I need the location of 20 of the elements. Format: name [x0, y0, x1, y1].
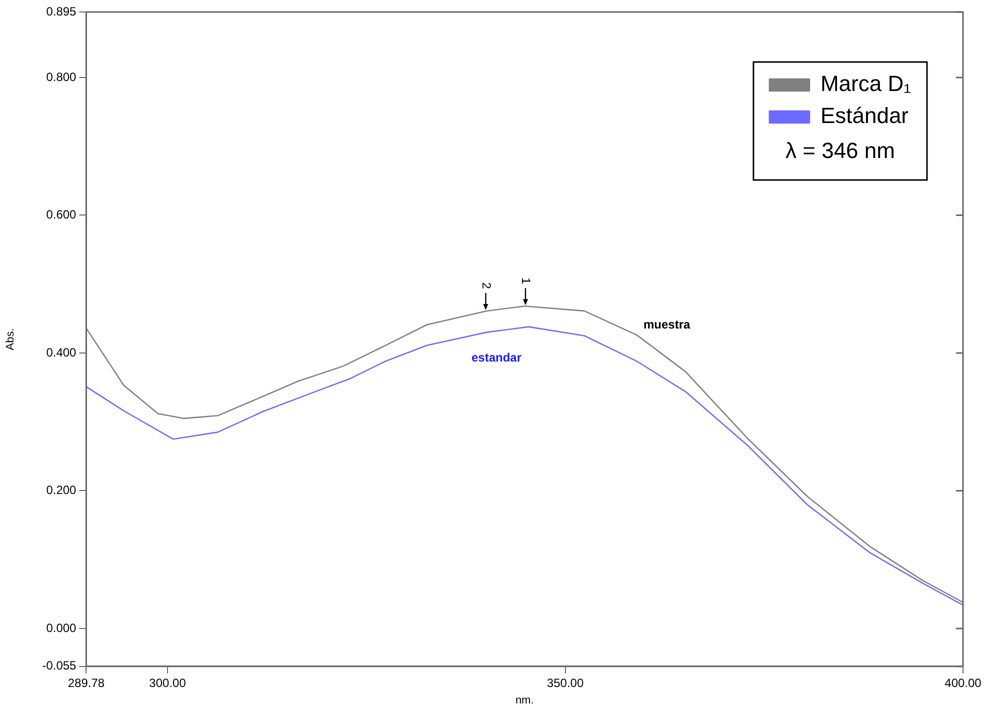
y-tick-label: 0.600 — [46, 208, 77, 222]
legend-label: Estándar — [820, 103, 909, 128]
x-tick-label: 350.00 — [546, 676, 584, 690]
annotation: 2 — [479, 282, 494, 290]
y-tick-label: 0.200 — [46, 483, 77, 498]
y-tick-label: 0.895 — [46, 4, 77, 18]
y-tick-label: 0.800 — [46, 70, 77, 84]
x-axis-title: nm. — [515, 694, 534, 706]
x-tick-label: 300.00 — [149, 676, 186, 690]
annotation: muestra — [644, 317, 691, 332]
y-tick-label: 0.400 — [46, 345, 77, 360]
y-axis-title: Abs. — [4, 328, 17, 350]
annotation: λ = 346 nm — [786, 138, 895, 164]
legend-label: Marca D₁ — [820, 71, 911, 96]
x-tick-label: 400.00 — [944, 676, 982, 690]
y-tick-label: 0.000 — [46, 620, 77, 635]
y-tick-label: -0.055 — [42, 658, 77, 673]
annotation: 1 — [519, 277, 534, 284]
annotation: estandar — [471, 350, 522, 365]
x-tick-label: 289.78 — [68, 676, 105, 690]
